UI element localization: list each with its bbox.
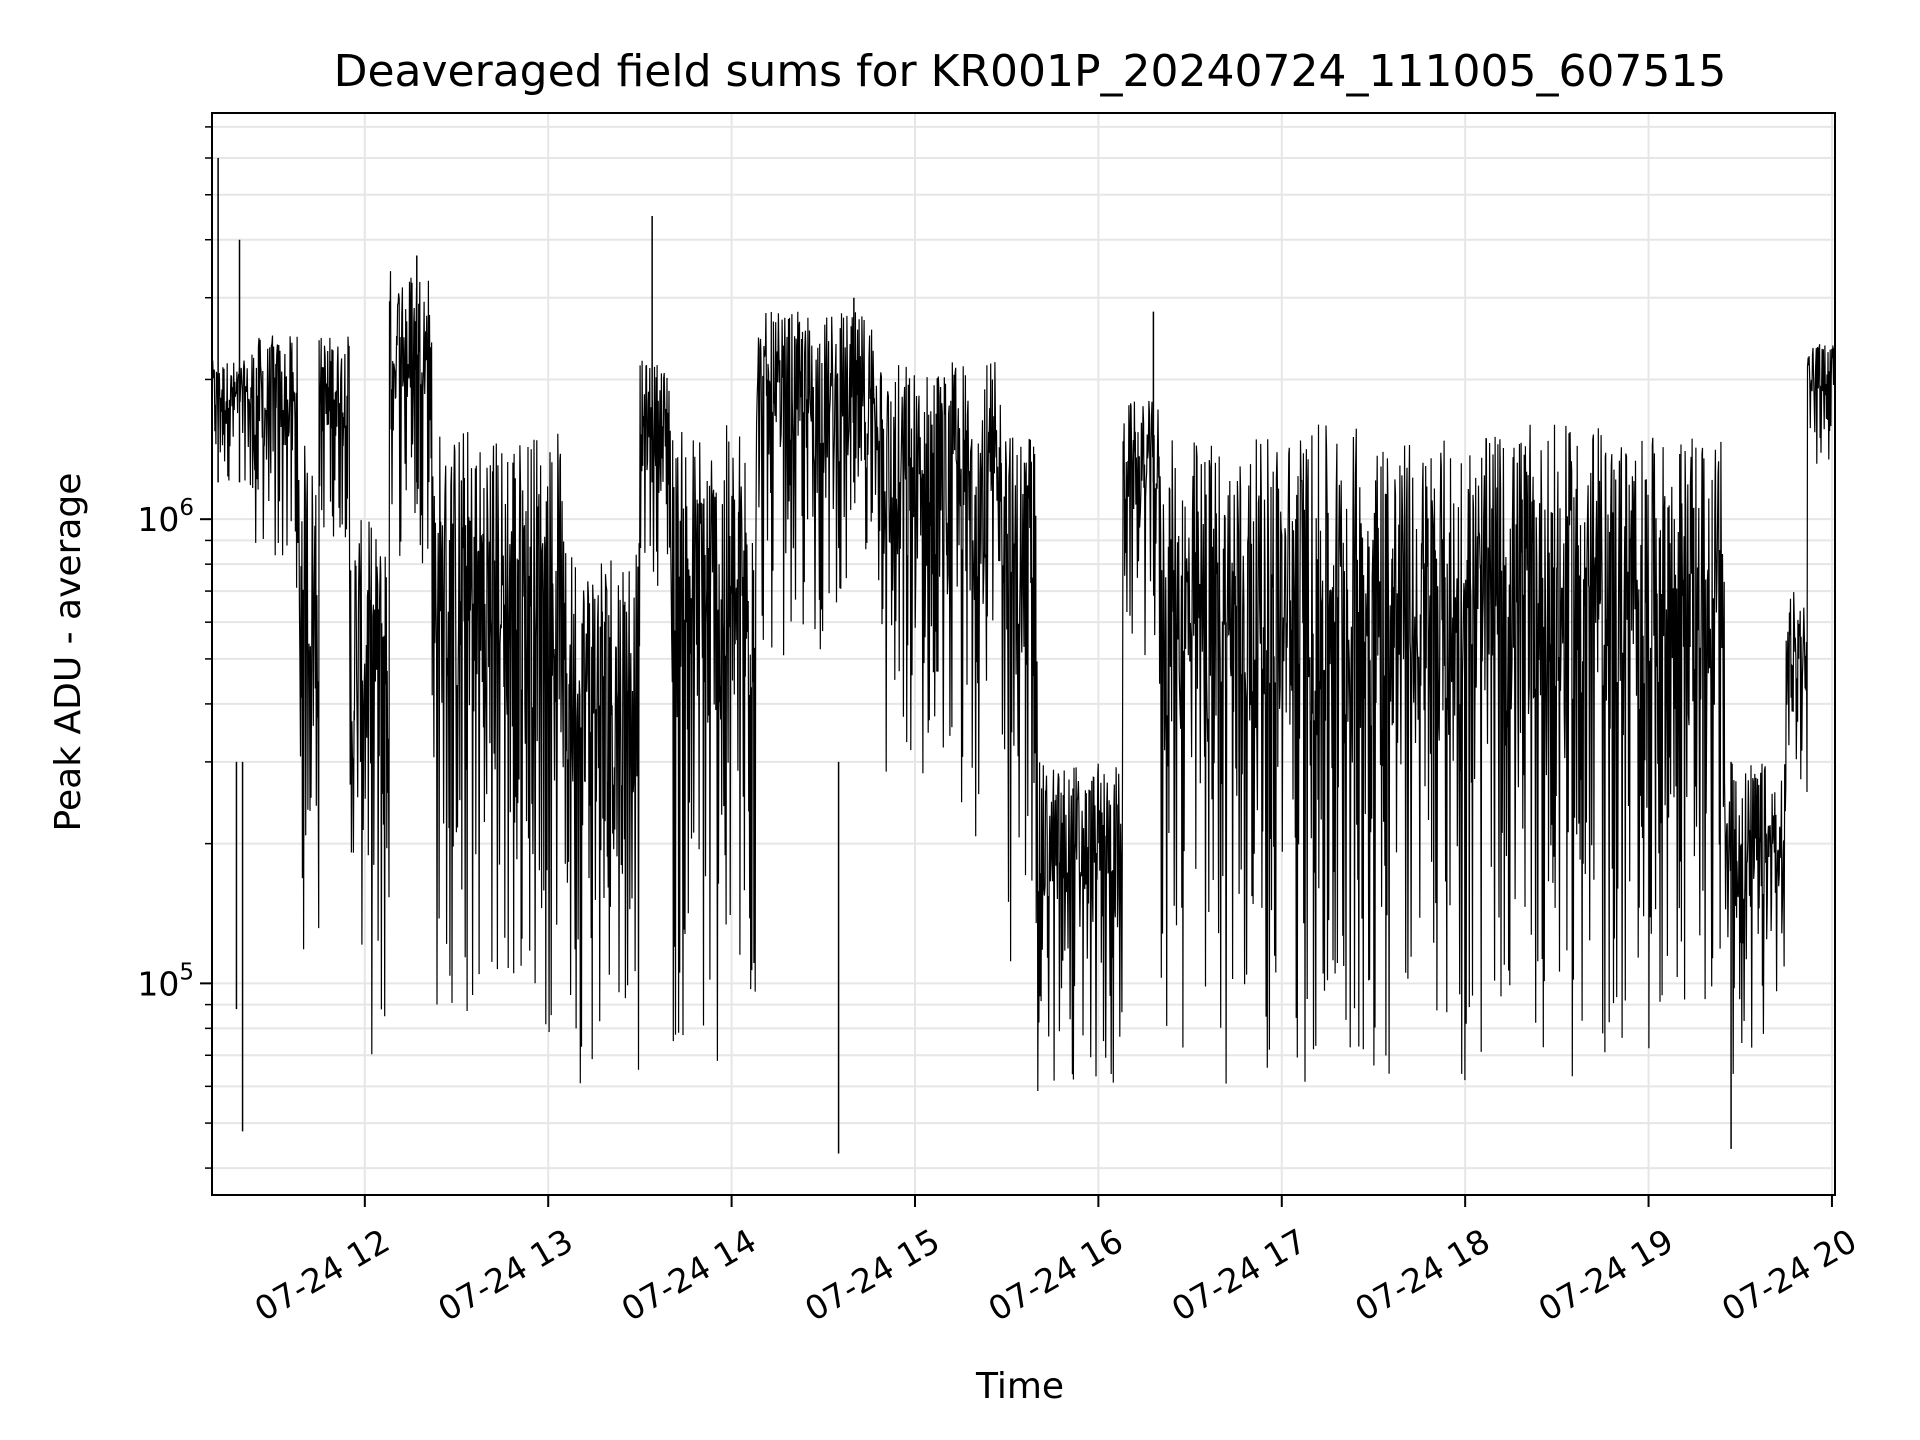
series-line (211, 271, 1836, 1092)
y-axis-ticks: 105 106 (137, 126, 212, 1169)
plot-frame (211, 112, 1836, 1196)
chart-title: Deaveraged field sums for KR001P_2024072… (334, 46, 1727, 97)
y-tick-label: 106 (137, 495, 194, 539)
x-axis-label: Time (975, 1366, 1064, 1407)
spike-lines (217, 157, 1732, 1154)
y-axis-label: Peak ADU - average (48, 473, 89, 832)
y-tick-label: 105 (137, 959, 194, 1003)
series-polyline (211, 271, 1836, 1092)
